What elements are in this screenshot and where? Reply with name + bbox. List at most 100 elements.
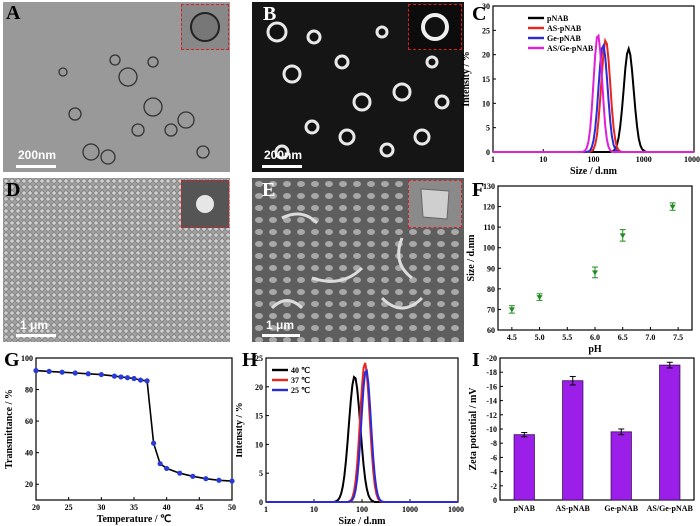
chart-g-y-axis-label: Transmittance / % xyxy=(4,389,15,469)
chart-f-y-tick-label: 120 xyxy=(483,203,495,212)
chart-g-data-point xyxy=(151,440,157,446)
chart-g-series-line xyxy=(35,369,233,482)
chart-g-x-tick-label: 50 xyxy=(228,503,236,512)
chart-c-y-tick-label: 0 xyxy=(486,148,490,157)
chart-g-x-tick-label: 30 xyxy=(97,503,105,512)
micrograph-d xyxy=(3,178,230,342)
chart-g-x-tick-label: 20 xyxy=(32,503,40,512)
chart-g-y-tick-label: 60 xyxy=(25,417,33,426)
chart-g-x-tick-label: 40 xyxy=(163,503,171,512)
chart-f-x-tick-label: 7.5 xyxy=(673,333,683,342)
chart-f-data-point xyxy=(508,307,515,313)
chart-c-y-tick-label: 30 xyxy=(482,2,490,11)
chart-i-category-label-1: AS-pNAB xyxy=(556,504,591,513)
chart-f-x-tick-label: 6.0 xyxy=(590,333,600,342)
chart-f-y-tick-label: 70 xyxy=(487,305,495,314)
chart-g-y-tick-label: 80 xyxy=(25,386,33,395)
chart-h-x-axis-label: Size / d.nm xyxy=(339,516,387,526)
chart-f-y-tick-label: 90 xyxy=(487,264,495,273)
panel-label-d: D xyxy=(6,179,21,201)
inset-d xyxy=(181,180,229,228)
chart-g-data-point xyxy=(46,368,52,375)
chart-f-y-tick-label: 130 xyxy=(483,182,495,191)
chart-c-x-tick-label: 1000 xyxy=(636,155,652,164)
scale-label-a: 200nm xyxy=(18,148,57,162)
panel-label-f: F xyxy=(472,179,485,201)
panel-label-i: I xyxy=(472,349,480,371)
chart-h-y-tick-label: 15 xyxy=(255,412,263,421)
chart-g-data-point xyxy=(111,373,117,379)
chart-h-y-tick-label: 10 xyxy=(255,440,263,449)
chart-f-data-point xyxy=(669,204,676,210)
chart-g-x-tick-label: 45 xyxy=(195,503,203,512)
chart-c-y-tick-label: 25 xyxy=(482,26,490,35)
chart-h-x-tick-label: 1 xyxy=(264,505,268,514)
chart-f-size-vs-ph: pH Size / d.nm 4.5 5.0 5.5 6.0 6.5 7.0 7.5 60 70 80… xyxy=(466,182,693,355)
chart-f-y-tick-label: 80 xyxy=(487,285,495,294)
chart-i-y-tick-label: 0 xyxy=(493,496,497,505)
chart-c-x-axis-label: Size / d.nm xyxy=(570,166,618,177)
scale-bar-a xyxy=(16,165,56,168)
chart-c-y-tick-label: 10 xyxy=(482,99,490,108)
chart-g-y-tick-label: 100 xyxy=(21,354,33,363)
chart-g-x-tick-label: 35 xyxy=(130,503,138,512)
panel-label-h: H xyxy=(242,349,258,371)
chart-h-y-tick-label: 25 xyxy=(255,354,263,363)
chart-c-series-line-2 xyxy=(493,42,694,153)
chart-c-x-tick-label: 100 xyxy=(588,155,600,164)
chart-g-y-tick-label: 20 xyxy=(25,480,33,489)
panel-label-c: C xyxy=(472,3,487,25)
chart-g-data-point xyxy=(164,465,170,472)
chart-f-x-axis-label: pH xyxy=(588,344,602,355)
chart-i-zeta-potential: Zeta potential / mV 0 -2 -4 -6 -8 -10 -12 -14 -16… xyxy=(468,354,695,513)
chart-g-data-point xyxy=(177,470,183,476)
chart-g-data-point xyxy=(98,371,104,378)
chart-c-y-tick-label: 15 xyxy=(482,75,490,84)
chart-g-data-point xyxy=(85,371,91,377)
chart-f-data-point xyxy=(536,295,543,301)
chart-i-category-label-3: AS/Ge-pNAB xyxy=(647,504,694,513)
chart-f-y-tick-label: 100 xyxy=(483,244,495,253)
chart-c-x-tick-label: 1 xyxy=(491,155,495,164)
chart-h-y-tick-label: 5 xyxy=(259,469,263,478)
micrograph-b xyxy=(252,2,464,172)
chart-g-data-point xyxy=(59,369,65,375)
chart-f-y-axis-label: Size / d.nm xyxy=(466,234,477,282)
scale-bar-b xyxy=(262,165,302,168)
chart-f-data-point xyxy=(592,270,598,276)
chart-i-y-tick-label: -6 xyxy=(490,453,497,462)
chart-g-data-point xyxy=(229,478,235,484)
scale-bar-d xyxy=(16,334,56,337)
chart-f-x-tick-label: 6.5 xyxy=(618,333,628,342)
chart-g-data-point xyxy=(203,476,209,482)
chart-i-y-tick-label: -2 xyxy=(490,482,497,491)
micrograph-e xyxy=(252,178,464,342)
chart-f-data-point xyxy=(619,233,626,239)
inset-b xyxy=(408,4,462,50)
chart-i-category-label-2: Ge-pNAB xyxy=(604,504,638,513)
chart-f-x-tick-label: 7.0 xyxy=(645,333,655,342)
micrograph-a xyxy=(3,2,230,172)
chart-g-data-point xyxy=(72,370,78,376)
chart-g-data-point xyxy=(33,368,39,374)
chart-h-legend-label-1: 37 ℃ xyxy=(291,376,310,385)
chart-c-legend-label-1: AS-pNAB xyxy=(547,24,582,33)
chart-g-data-point xyxy=(190,473,196,479)
chart-g-x-tick-label: 25 xyxy=(65,503,73,512)
chart-i-y-tick-label: -10 xyxy=(486,425,497,434)
chart-i-y-tick-label: -20 xyxy=(486,354,497,363)
chart-h-y-tick-label: 20 xyxy=(255,383,263,392)
chart-g-data-point xyxy=(124,375,131,381)
chart-i-y-tick-label: -14 xyxy=(486,397,497,406)
chart-g-data-point xyxy=(118,374,124,380)
chart-c-legend-label-2: Ge-pNAB xyxy=(547,34,581,43)
chart-g-y-tick-label: 40 xyxy=(25,449,33,458)
chart-i-y-axis-label: Zeta potential / mV xyxy=(468,387,479,471)
chart-g-data-point xyxy=(131,375,137,382)
chart-c-y-tick-label: 5 xyxy=(486,124,490,133)
scale-label-b: 200nm xyxy=(264,148,303,162)
chart-h-x-tick-label: 1000 xyxy=(402,505,418,514)
